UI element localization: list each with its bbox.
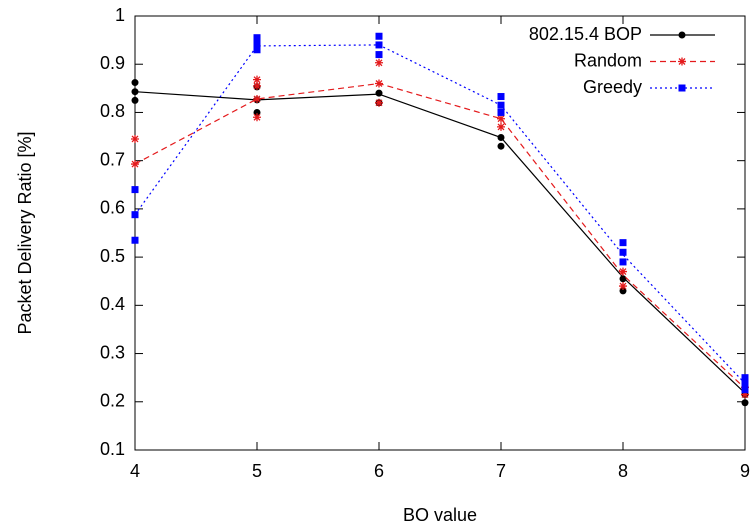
y-tick-label: 0.1: [100, 439, 125, 459]
data-point: [253, 94, 261, 103]
data-point: [131, 96, 139, 104]
x-tick-label: 4: [130, 461, 140, 481]
data-point: [131, 88, 139, 96]
x-tick-label: 9: [740, 461, 750, 481]
data-point: [619, 267, 627, 276]
data-point: [375, 51, 383, 59]
data-point: [619, 258, 627, 266]
data-point: [497, 134, 505, 142]
data-point: [619, 275, 627, 283]
legend-label: Random: [574, 50, 642, 70]
legend-label: Greedy: [583, 77, 642, 97]
data-point: [375, 98, 383, 107]
y-tick-label: 0.3: [100, 342, 125, 362]
data-point: [619, 239, 627, 247]
data-point: [619, 282, 627, 291]
data-point: [253, 34, 261, 42]
x-tick-label: 8: [618, 461, 628, 481]
data-point: [741, 386, 749, 394]
y-tick-label: 0.7: [100, 149, 125, 169]
data-point: [253, 75, 261, 84]
legend-marker: [678, 84, 686, 92]
x-tick-label: 7: [496, 461, 506, 481]
data-point: [497, 122, 505, 131]
legend-marker: [678, 31, 686, 39]
data-point: [497, 142, 505, 150]
series-line: [134, 91, 746, 394]
data-point: [253, 81, 261, 90]
data-point: [253, 108, 261, 116]
data-point: [375, 79, 383, 88]
data-point: [253, 46, 261, 54]
y-tick-label: 0.6: [100, 198, 125, 218]
y-axis-label: Packet Delivery Ratio [%]: [15, 131, 35, 334]
data-point: [497, 108, 505, 116]
series-line: [134, 44, 746, 384]
y-tick-label: 0.8: [100, 101, 125, 121]
data-point: [131, 134, 139, 143]
data-point: [131, 211, 139, 219]
data-point: [131, 186, 139, 194]
data-point: [131, 79, 139, 87]
y-tick-label: 0.4: [100, 294, 125, 314]
data-point: [619, 287, 627, 295]
x-axis-label: BO value: [403, 505, 477, 525]
x-tick-label: 6: [374, 461, 384, 481]
plot-frame: [134, 15, 746, 451]
data-point: [131, 160, 139, 169]
data-point: [375, 32, 383, 40]
y-tick-label: 0.5: [100, 246, 125, 266]
data-point: [741, 379, 749, 387]
data-point: [375, 58, 383, 67]
data-point: [131, 236, 139, 244]
data-point: [375, 41, 383, 49]
series-line: [134, 82, 746, 389]
data-point: [497, 114, 505, 123]
y-tick-label: 1: [115, 5, 125, 25]
data-point: [375, 89, 383, 97]
data-point: [619, 248, 627, 256]
legend-label: 802.15.4 BOP: [529, 24, 642, 44]
data-point: [741, 374, 749, 382]
legend-marker: [678, 57, 686, 66]
data-point: [741, 390, 749, 399]
data-point: [253, 113, 261, 122]
y-tick-label: 0.2: [100, 391, 125, 411]
data-point: [253, 42, 261, 50]
y-tick-label: 0.9: [100, 53, 125, 73]
data-point: [497, 93, 505, 101]
data-point: [741, 399, 749, 407]
x-tick-label: 5: [252, 461, 262, 481]
data-point: [497, 101, 505, 109]
